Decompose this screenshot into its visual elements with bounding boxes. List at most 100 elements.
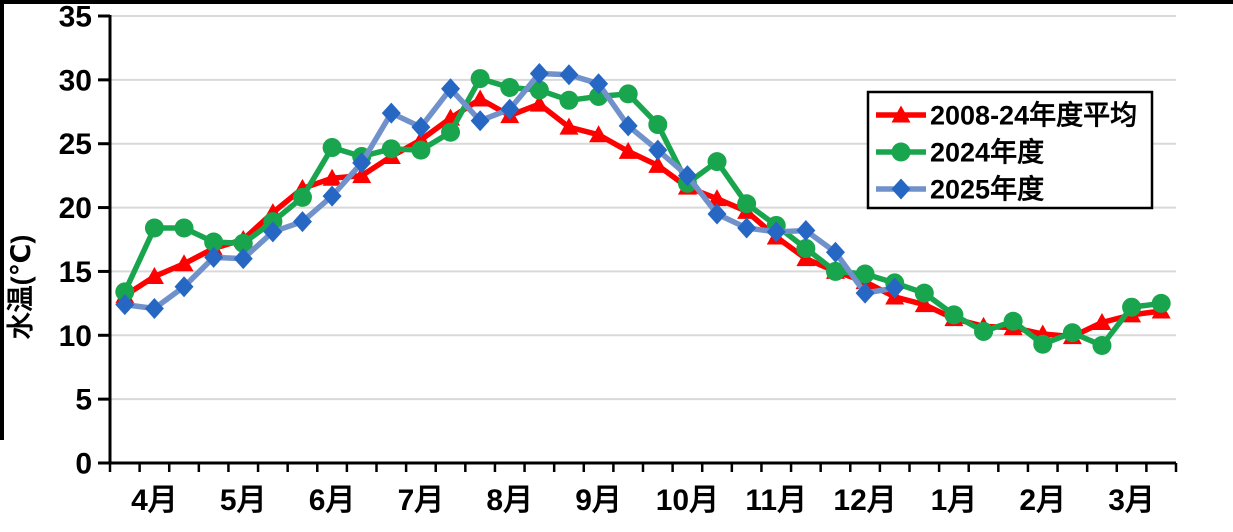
- series-1-point-31: [1033, 334, 1053, 354]
- y-tick-label-15: 15: [59, 256, 92, 289]
- series-2-point-1: [144, 297, 164, 319]
- month-label-4: 7月: [398, 484, 445, 517]
- legend-marker-2: [891, 178, 911, 200]
- y-tick-label-5: 5: [75, 384, 92, 417]
- series-1-point-30: [1003, 311, 1023, 331]
- series-1-point-23: [796, 238, 816, 258]
- series-2-point-23: [796, 220, 816, 242]
- month-label-11: 2月: [1019, 484, 1066, 517]
- series-2-point-24: [825, 241, 845, 263]
- series-2-point-10: [411, 116, 431, 138]
- series-2-point-14: [529, 62, 549, 84]
- series-2-point-5: [263, 221, 283, 243]
- series-1-point-12: [470, 69, 490, 89]
- series-2025年度: [115, 62, 905, 319]
- series-0-point-27: [914, 295, 934, 313]
- month-label-2: 5月: [220, 484, 267, 517]
- series-1-point-4: [233, 233, 253, 253]
- month-label-7: 10月: [656, 484, 719, 517]
- legend-marker-1: [891, 142, 911, 162]
- series-2-point-4: [233, 248, 253, 270]
- series-0-point-2: [174, 254, 194, 272]
- series-2-point-13: [500, 98, 520, 120]
- series-1-point-25: [855, 264, 875, 284]
- series-1-point-0: [115, 282, 135, 302]
- series-0-point-1: [144, 267, 164, 285]
- month-label-3: 6月: [309, 484, 356, 517]
- series-1-point-34: [1122, 297, 1142, 317]
- series-0-point-8: [352, 166, 372, 184]
- month-label-10: 1月: [931, 484, 978, 517]
- y-tick-label-30: 30: [59, 64, 92, 97]
- series-2-point-12: [470, 110, 490, 132]
- series-1-point-1: [144, 218, 164, 238]
- series-1-point-20: [707, 152, 727, 172]
- month-label-9: 12月: [833, 484, 896, 517]
- series-2-point-0: [115, 294, 135, 316]
- axes: 0 5 10 15 20 25 30 35 4月 5月 6月 7月 8月 9月 10月 11月 12月 1月 2月 3…: [59, 1, 1178, 517]
- month-label-12: 3月: [1108, 484, 1155, 517]
- series-1-point-7: [322, 138, 342, 158]
- series-1-point-18: [648, 115, 668, 135]
- series-0-point-18: [648, 155, 668, 173]
- month-label-8: 11月: [745, 484, 807, 517]
- legend-marker-0: [891, 105, 911, 123]
- legend-label-2: 2025年度: [930, 174, 1044, 205]
- series-1-point-29: [974, 321, 994, 341]
- series-2-point-8: [352, 152, 372, 174]
- series-1-point-3: [204, 232, 224, 252]
- series-2-point-18: [648, 139, 668, 161]
- series-2-point-20: [707, 203, 727, 225]
- series-2-point-25: [855, 282, 875, 304]
- series-0-point-12: [470, 89, 490, 107]
- y-tick-label-10: 10: [59, 320, 92, 353]
- series-1-point-6: [292, 187, 312, 207]
- y-tick-label-25: 25: [59, 128, 92, 161]
- month-label-6: 9月: [575, 484, 622, 517]
- series-1-point-11: [441, 122, 461, 142]
- y-tick-label-35: 35: [59, 1, 92, 34]
- series-1-point-10: [411, 140, 431, 160]
- series-1-point-28: [944, 305, 964, 325]
- series-2-point-26: [885, 277, 905, 299]
- series-1-point-33: [1092, 336, 1112, 356]
- series-2-point-21: [737, 217, 757, 239]
- y-tick-label-0: 0: [75, 448, 92, 481]
- series-2-point-6: [292, 211, 312, 233]
- series-1-point-27: [914, 283, 934, 303]
- series-0-point-20: [707, 189, 727, 207]
- series-1-point-24: [825, 261, 845, 281]
- series-1-point-21: [737, 194, 757, 214]
- series-2-point-17: [618, 115, 638, 137]
- series-2-point-7: [322, 185, 342, 207]
- series-0-point-15: [559, 117, 579, 135]
- left-border-line: [0, 0, 4, 440]
- top-border-line: [0, 0, 1233, 4]
- series-1-point-35: [1151, 293, 1171, 313]
- series-2-point-11: [441, 78, 461, 100]
- series-1-point-14: [529, 80, 549, 100]
- series-0-point-14: [529, 94, 549, 112]
- series-1-point-17: [618, 84, 638, 104]
- legend: 2008-24年度平均 2024年度 2025年度: [866, 90, 1154, 210]
- series-1-point-13: [500, 78, 520, 98]
- y-axis-title: 水温(℃): [6, 235, 36, 340]
- series-2-point-16: [589, 73, 609, 95]
- y-tick-label-20: 20: [59, 192, 92, 225]
- series-1-point-2: [174, 218, 194, 238]
- month-label-5: 8月: [486, 484, 533, 517]
- month-label-1: 4月: [131, 484, 178, 517]
- legend-label-1: 2024年度: [930, 137, 1044, 168]
- series-0-point-33: [1092, 313, 1112, 331]
- series-2-point-3: [204, 246, 224, 268]
- series-2-point-22: [766, 221, 786, 243]
- series-1-point-15: [559, 90, 579, 110]
- legend-label-0: 2008-24年度平均: [930, 100, 1137, 131]
- series-2-point-9: [381, 102, 401, 124]
- series-2024年度: [115, 69, 1171, 356]
- series-1-point-32: [1062, 323, 1082, 343]
- series-2-point-2: [174, 276, 194, 298]
- series-2-point-19: [677, 165, 697, 187]
